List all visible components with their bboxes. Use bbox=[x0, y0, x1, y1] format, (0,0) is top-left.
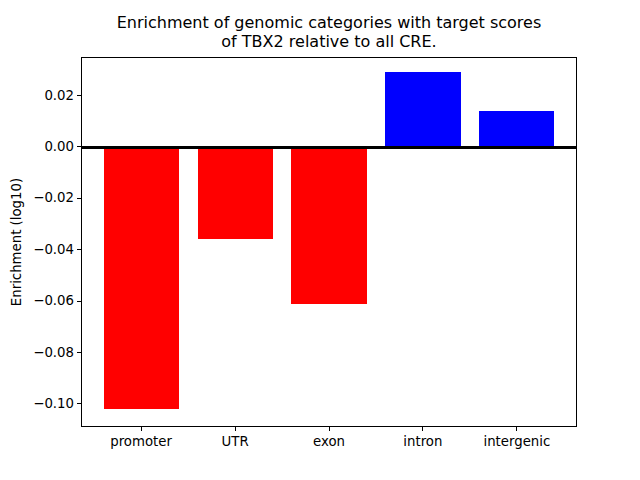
x-tick-label-intergenic: intergenic bbox=[470, 434, 564, 450]
y-tick-mark bbox=[77, 198, 81, 199]
x-tick-mark bbox=[235, 427, 236, 431]
y-tick-label: −0.10 bbox=[24, 396, 74, 412]
y-tick-label: −0.02 bbox=[24, 190, 74, 206]
bar-intergenic bbox=[479, 111, 554, 147]
figure: Enrichment of genomic categories with ta… bbox=[0, 0, 640, 480]
x-tick-label-exon: exon bbox=[282, 434, 376, 450]
y-tick-label: 0.02 bbox=[24, 88, 74, 104]
chart-title-line2: of TBX2 relative to all CRE. bbox=[69, 32, 589, 51]
x-tick-mark bbox=[141, 427, 142, 431]
y-tick-label: −0.08 bbox=[24, 345, 74, 361]
y-tick-mark bbox=[77, 403, 81, 404]
y-tick-label: 0.00 bbox=[24, 139, 74, 155]
chart-title: Enrichment of genomic categories with ta… bbox=[69, 13, 589, 51]
y-tick-mark bbox=[77, 352, 81, 353]
y-axis-label: Enrichment (log10) bbox=[9, 178, 24, 306]
zero-line bbox=[81, 146, 577, 149]
chart-title-line1: Enrichment of genomic categories with ta… bbox=[69, 13, 589, 32]
y-tick-mark bbox=[77, 249, 81, 250]
x-tick-mark bbox=[516, 427, 517, 431]
bar-exon bbox=[291, 147, 366, 304]
bar-promoter bbox=[104, 147, 179, 409]
bar-UTR bbox=[198, 147, 273, 240]
y-tick-mark bbox=[77, 301, 81, 302]
y-tick-mark bbox=[77, 146, 81, 147]
y-tick-label: −0.06 bbox=[24, 293, 74, 309]
x-tick-mark bbox=[329, 427, 330, 431]
x-tick-label-intron: intron bbox=[376, 434, 470, 450]
x-tick-label-UTR: UTR bbox=[188, 434, 282, 450]
y-tick-label: −0.04 bbox=[24, 242, 74, 258]
x-tick-label-promoter: promoter bbox=[94, 434, 188, 450]
x-tick-mark bbox=[422, 427, 423, 431]
y-tick-mark bbox=[77, 95, 81, 96]
bar-intron bbox=[385, 72, 460, 147]
